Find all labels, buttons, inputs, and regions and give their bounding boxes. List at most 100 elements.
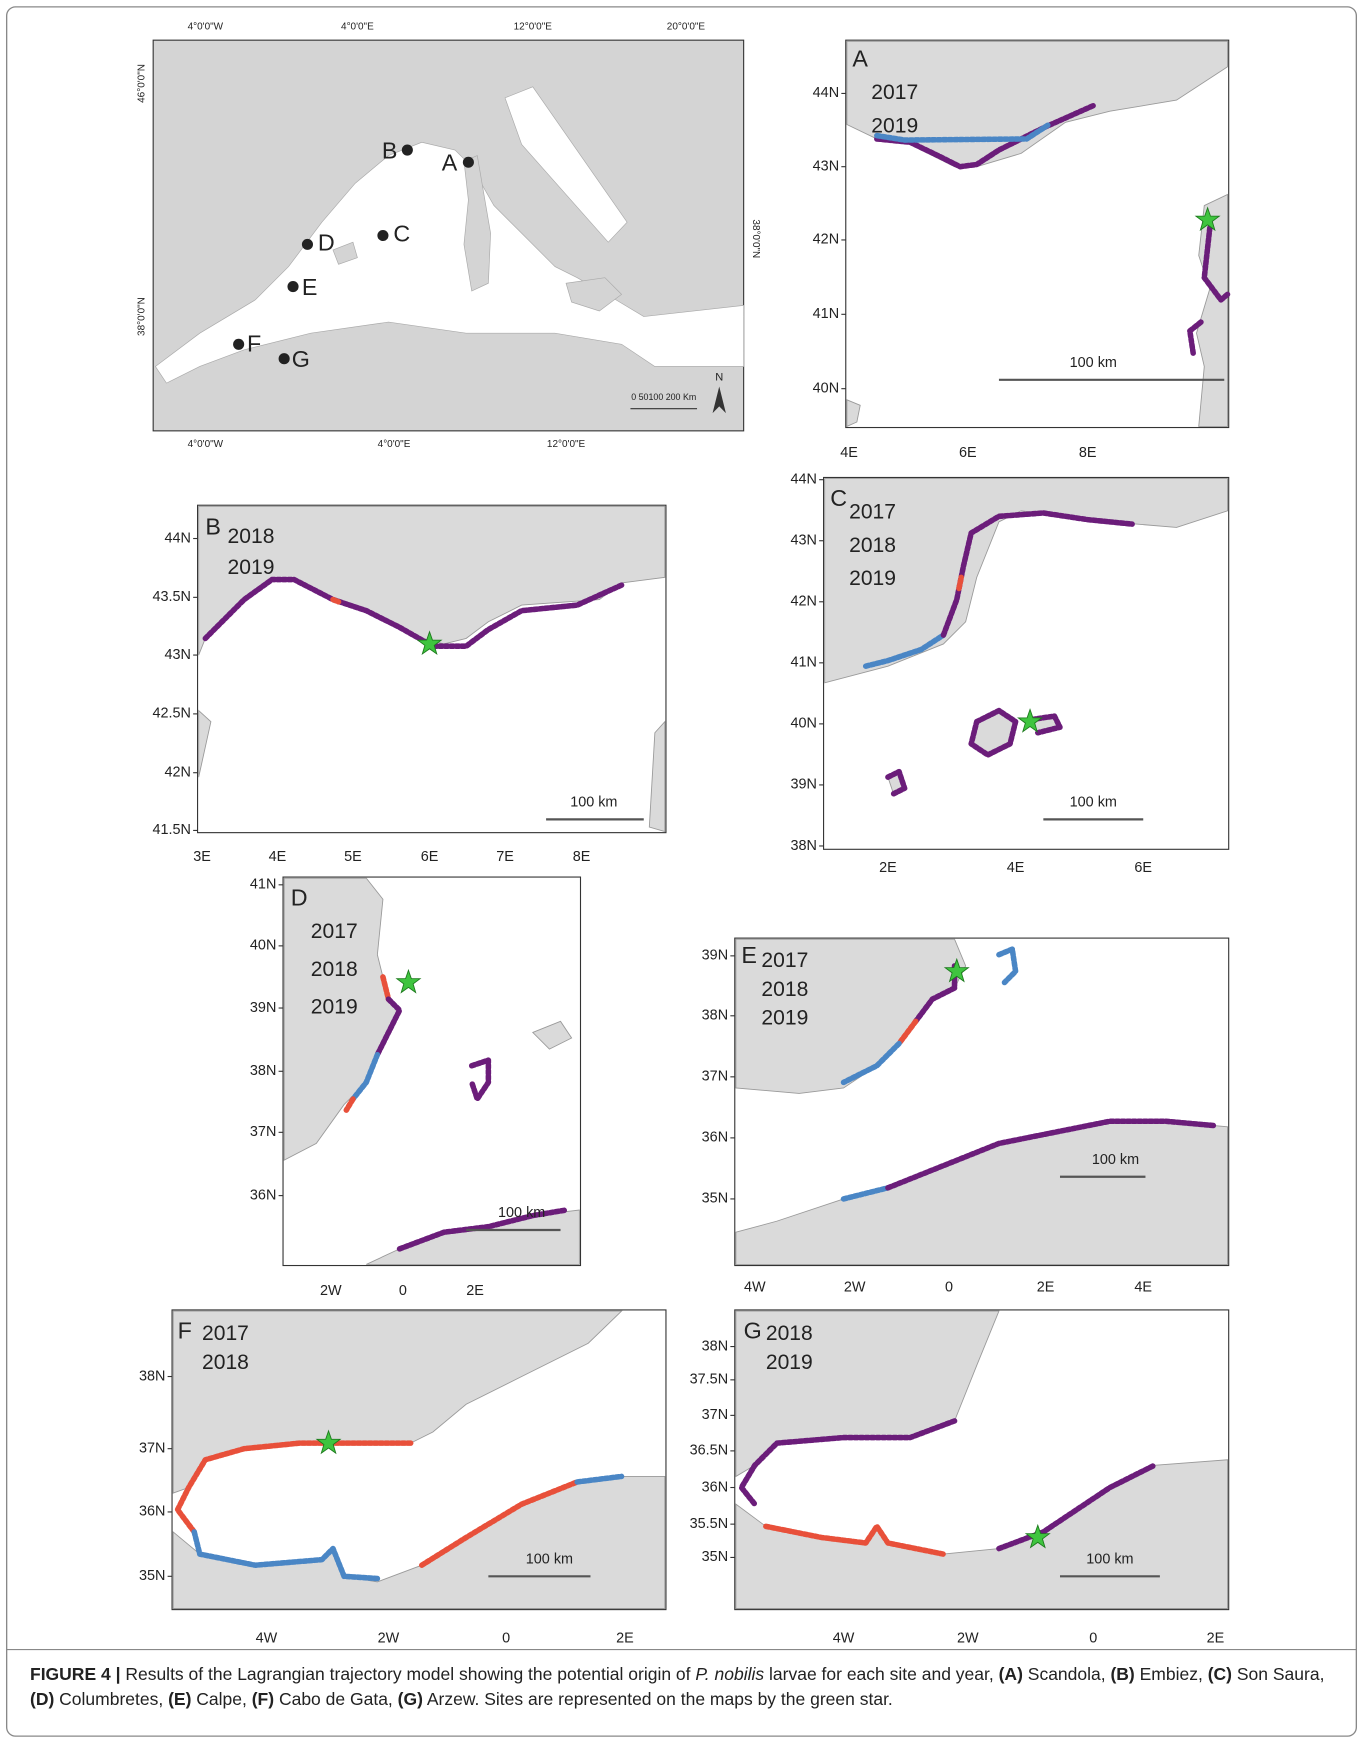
panel-letter: G bbox=[744, 1317, 762, 1343]
caption: FIGURE 4 | Results of the Lagrangian tra… bbox=[30, 1662, 1330, 1712]
land bbox=[198, 709, 212, 778]
north-arrow bbox=[712, 386, 726, 414]
legend-year: 2018 bbox=[849, 534, 896, 557]
overview-lat-label: 38°0'0"N bbox=[137, 297, 148, 336]
y-tick-label: 43N bbox=[164, 647, 190, 663]
panel-letter: E bbox=[741, 942, 757, 968]
site-dot bbox=[377, 229, 389, 242]
coastline-track bbox=[374, 996, 403, 1058]
legend-year: 2017 bbox=[761, 949, 808, 972]
overview-lon-label: 4°0'0"E bbox=[378, 439, 411, 450]
x-tick-label: 2E bbox=[1037, 1280, 1055, 1296]
x-tick-label: 4E bbox=[1134, 1280, 1152, 1296]
scale-label: 100 km bbox=[1070, 355, 1117, 371]
x-tick-label: 4E bbox=[840, 445, 858, 461]
overview-adriatic bbox=[504, 86, 628, 243]
panel-letter: C bbox=[830, 485, 847, 511]
coastline-track bbox=[996, 946, 1019, 986]
legend-year: 2018 bbox=[761, 978, 808, 1001]
legend-year: 2017 bbox=[311, 920, 358, 943]
x-tick-label: 2W bbox=[957, 1630, 979, 1646]
y-tick-label: 36N bbox=[702, 1130, 728, 1146]
y-tick-label: 44N bbox=[813, 85, 839, 101]
coastline-track bbox=[885, 768, 908, 797]
x-tick-label: 0 bbox=[945, 1280, 953, 1296]
y-tick-label: 43N bbox=[813, 159, 839, 175]
y-tick-label: 37N bbox=[702, 1407, 728, 1423]
overview-lon-label: 20°0'0"E bbox=[667, 21, 706, 32]
x-tick-label: 0 bbox=[502, 1630, 510, 1646]
legend-year: 2019 bbox=[761, 1007, 808, 1030]
coastline-track bbox=[202, 576, 625, 649]
scale-label: 100 km bbox=[570, 794, 617, 810]
site-label: G bbox=[292, 346, 310, 372]
overview-lon-label: 12°0'0"E bbox=[514, 21, 553, 32]
y-tick-label: 43N bbox=[790, 533, 816, 549]
scale-label: 100 km bbox=[1070, 794, 1117, 810]
site-dot bbox=[287, 281, 299, 293]
y-tick-label: 38N bbox=[702, 1008, 728, 1024]
coastline-track bbox=[1029, 713, 1063, 736]
x-tick-label: 0 bbox=[1089, 1630, 1097, 1646]
x-tick-label: 2W bbox=[320, 1283, 342, 1299]
x-tick-label: 6E bbox=[1134, 860, 1152, 876]
y-tick-label: 43.5N bbox=[152, 589, 190, 605]
legend-year: 2019 bbox=[849, 567, 896, 590]
coastline-track bbox=[1201, 224, 1231, 303]
overview-lon-label: 4°0'0"W bbox=[188, 439, 224, 450]
x-tick-label: 4W bbox=[744, 1280, 766, 1296]
coastline-track bbox=[468, 1057, 492, 1102]
y-tick-label: 36.5N bbox=[690, 1443, 728, 1459]
overview-corsica-sardinia bbox=[463, 155, 491, 292]
figure-frame bbox=[5, 6, 1358, 1737]
panel-e: E 2017 2018 2019 39N 38N 37N 36N 35N 4W 2W 0 2E 4E 100… bbox=[702, 937, 1230, 1296]
scale-label: 100 km bbox=[1086, 1551, 1133, 1567]
legend-year: 2018 bbox=[311, 958, 358, 981]
site-dot bbox=[278, 353, 290, 365]
overview-lon-label: 4°0'0"E bbox=[341, 21, 374, 32]
panel-letter: A bbox=[852, 45, 868, 71]
coastline-track bbox=[1187, 319, 1204, 356]
x-tick-label: 2E bbox=[879, 860, 897, 876]
land bbox=[531, 1020, 573, 1050]
y-tick-label: 42N bbox=[790, 594, 816, 610]
legend-year: 2019 bbox=[228, 556, 275, 579]
y-tick-label: 38N bbox=[702, 1338, 728, 1354]
y-tick-label: 37N bbox=[250, 1124, 276, 1140]
y-tick-label: 35N bbox=[702, 1549, 728, 1565]
caption-text: Calpe, bbox=[191, 1689, 252, 1709]
y-tick-label: 44N bbox=[164, 530, 190, 546]
x-tick-label: 7E bbox=[496, 849, 514, 865]
legend-year: 2019 bbox=[766, 1351, 813, 1374]
coastline-track bbox=[396, 1207, 569, 1252]
y-tick-label: 41N bbox=[790, 655, 816, 671]
x-tick-label: 4E bbox=[269, 849, 287, 865]
coastline-track bbox=[174, 1440, 414, 1535]
y-tick-label: 40N bbox=[790, 716, 816, 732]
legend-year: 2018 bbox=[202, 1351, 249, 1374]
y-tick-label: 36N bbox=[250, 1187, 276, 1203]
coastline-track bbox=[862, 632, 947, 669]
caption-ref: (F) bbox=[251, 1689, 275, 1709]
caption-text: Embiez, bbox=[1134, 1664, 1208, 1684]
x-tick-label: 4W bbox=[256, 1630, 278, 1646]
site-label: F bbox=[247, 331, 261, 357]
x-tick-label: 3E bbox=[193, 849, 211, 865]
panel-letter: D bbox=[291, 884, 308, 910]
caption-text: Scandola, bbox=[1022, 1664, 1111, 1684]
caption-species: P. nobilis bbox=[695, 1664, 765, 1684]
panel-letter: B bbox=[205, 514, 221, 540]
site-dot bbox=[301, 238, 314, 250]
coastline-track bbox=[191, 1529, 381, 1582]
coastline-track bbox=[885, 1118, 1219, 1191]
coastline-track bbox=[738, 1418, 958, 1507]
caption-ref: (D) bbox=[30, 1689, 55, 1709]
y-tick-label: 35N bbox=[139, 1568, 165, 1584]
coastline-track bbox=[574, 1473, 625, 1485]
y-tick-label: 38N bbox=[790, 838, 816, 854]
coastline-track bbox=[343, 1096, 356, 1113]
y-tick-label: 42N bbox=[813, 232, 839, 248]
north-label: N bbox=[715, 372, 723, 384]
legend-year: 2019 bbox=[311, 996, 358, 1019]
